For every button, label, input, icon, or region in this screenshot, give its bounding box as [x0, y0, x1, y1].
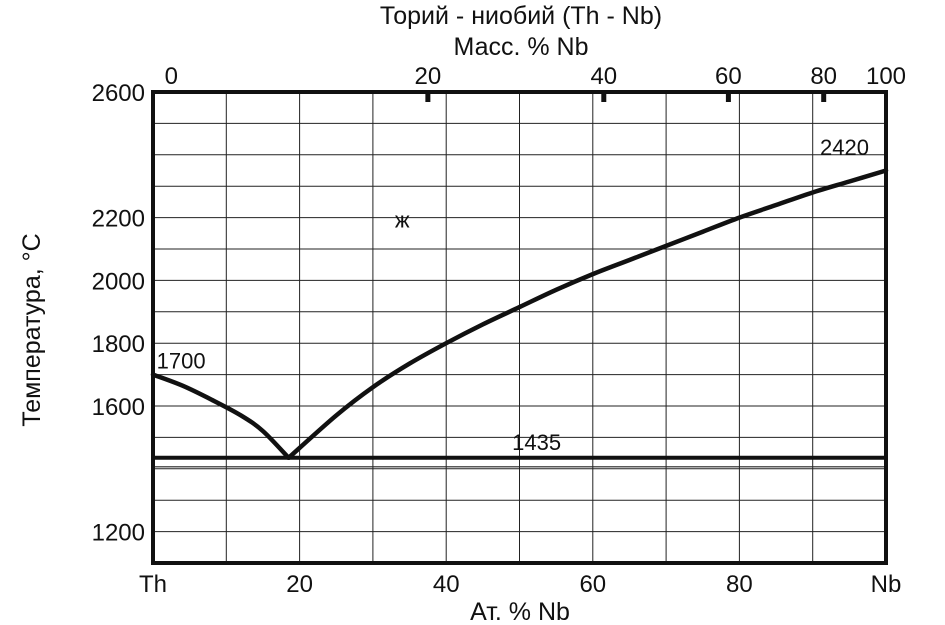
- tick-labels: 1200 1600 1800 2000 2200 2600 Th 20 40 60 80 Nb 0 20 4…: [92, 63, 906, 598]
- liquidus-curve-2: [286, 168, 889, 461]
- x-tick-label: 40: [433, 571, 460, 598]
- chart-subtitle: Масс. % Nb: [453, 33, 588, 61]
- plot-frame: [151, 90, 888, 565]
- chart-title: Торий - ниобий (Th - Nb): [380, 2, 662, 30]
- x-tick-label: 20: [286, 571, 313, 598]
- temperature-annotation: 2420: [820, 135, 869, 160]
- x-tick-label: 60: [579, 571, 606, 598]
- top-tick-label: 100: [866, 63, 906, 90]
- y-tick-label: 2000: [92, 268, 145, 295]
- y-tick-label: 1800: [92, 331, 145, 358]
- top-tick-label: 20: [415, 63, 442, 90]
- top-tick-label: 40: [590, 63, 617, 90]
- top-tick-marks: [425, 92, 827, 102]
- y-tick-label: 2200: [92, 206, 145, 233]
- phase-label: ж: [395, 207, 410, 232]
- y-tick-label: 1600: [92, 394, 145, 421]
- top-tick-label: 0: [165, 63, 178, 90]
- top-tick-label: 80: [810, 63, 837, 90]
- x-tick-label: Nb: [871, 571, 902, 598]
- top-tick-label: 60: [715, 63, 742, 90]
- x-axis-label: Ат. % Nb: [470, 598, 570, 625]
- grid: [153, 92, 886, 563]
- curves: [150, 168, 889, 461]
- y-tick-label: 2600: [92, 80, 145, 107]
- temperature-annotation: 1435: [512, 430, 561, 455]
- y-tick-label: 1200: [92, 520, 145, 547]
- y-axis-label: Температура, °C: [18, 233, 46, 426]
- temperature-annotation: 1700: [157, 349, 206, 374]
- liquidus-curve-1: [150, 372, 291, 461]
- annotations: 1700 2420 1435 ж: [157, 135, 869, 455]
- x-tick-label: 80: [726, 571, 753, 598]
- x-tick-label: Th: [139, 571, 167, 598]
